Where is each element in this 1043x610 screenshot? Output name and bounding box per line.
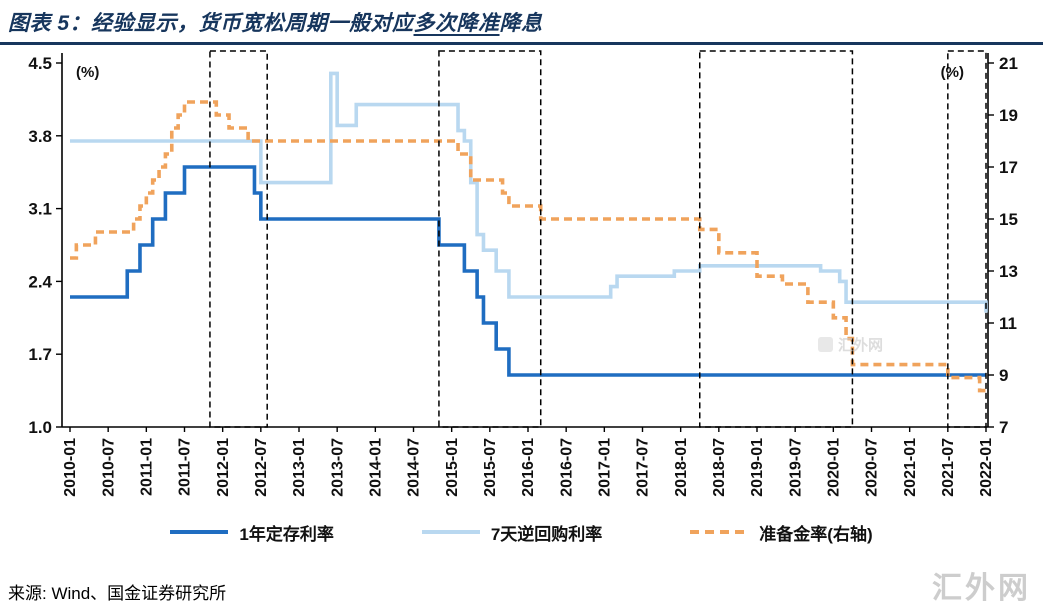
easing-period-box-4 — [947, 50, 987, 428]
x-tick-label: 2013-07 — [329, 438, 346, 497]
x-tick-label: 2022-01 — [978, 438, 995, 497]
chart-title: 图表 5：经验显示，货币宽松周期一般对应多次降准降息 — [0, 0, 1043, 42]
series-line-1 — [70, 165, 986, 377]
legend-item-2: 7天逆回购利率 — [421, 520, 603, 545]
x-tick-label: 2011-07 — [177, 438, 194, 496]
x-tick-label: 2019-07 — [787, 438, 804, 497]
legend-label-2: 7天逆回购利率 — [490, 524, 603, 544]
x-tick-label: 2016-07 — [558, 438, 575, 497]
x-tick-label: 2021-01 — [902, 438, 919, 497]
watermark-small: 汇外网 — [838, 336, 883, 354]
y-tick-label-right: 15 — [999, 210, 1018, 229]
y-tick-label-right: 13 — [999, 262, 1018, 281]
y-tick-label-left: 3.1 — [28, 200, 52, 219]
left-axis-unit-label: (%) — [76, 64, 99, 81]
legend-label-3: 准备金率(右轴) — [759, 524, 873, 544]
legend-item-3: 准备金率(右轴) — [690, 520, 873, 545]
series-line-3 — [70, 100, 986, 393]
chart-canvas: 4.5 3.8 3.1 2.4 1.7 1.0 21 19 17 15 13 11 9 7 (%) (%) 20… — [28, 50, 1018, 497]
y-tick-label-right: 9 — [999, 366, 1008, 385]
y-tick-label-left: 2.4 — [28, 272, 52, 291]
right-axis-unit-label: (%) — [941, 64, 964, 81]
y-tick-label-left: 1.7 — [28, 345, 52, 364]
x-tick-label: 2017-07 — [635, 438, 652, 497]
x-tick-label: 2020-07 — [864, 438, 881, 497]
x-tick-label: 2010-01 — [62, 438, 79, 497]
x-tick-label: 2019-01 — [749, 438, 766, 497]
x-tick-label: 2018-07 — [711, 438, 728, 497]
watermark: 汇外网 — [932, 572, 1031, 605]
y-tick-label-right: 7 — [999, 418, 1008, 437]
title-divider — [0, 42, 1043, 45]
x-tick-label: 2011-01 — [138, 438, 155, 496]
series-line-2 — [70, 71, 988, 313]
legend-swatch-2 — [421, 530, 480, 534]
source-note: 来源: Wind、国金证券研究所 — [8, 584, 227, 603]
chart-title-underlined: 多次降准 — [413, 12, 500, 35]
footer: 来源: Wind、国金证券研究所 汇外网 — [0, 549, 1043, 610]
x-tick-label: 2016-01 — [520, 438, 537, 497]
legend-label-1: 1年定存利率 — [239, 524, 334, 544]
y-tick-label-right: 19 — [999, 106, 1018, 125]
legend: 1年定存利率 7天逆回购利率 准备金率(右轴) — [0, 515, 1043, 549]
x-tick-label: 2012-01 — [215, 438, 232, 497]
chart-title-prefix: 图表 5：经验显示，货币宽松周期一般对应 — [8, 12, 414, 35]
x-tick-label: 2014-07 — [406, 438, 423, 497]
x-tick-label: 2012-07 — [253, 438, 270, 497]
y-tick-label-left: 3.8 — [28, 127, 52, 146]
chart-title-suffix: 降息 — [499, 12, 543, 35]
easing-period-box-2 — [438, 50, 542, 428]
x-tick-label: 2017-01 — [596, 438, 613, 497]
x-tick-label: 2020-01 — [825, 438, 842, 497]
y-tick-label-right: 21 — [999, 54, 1018, 73]
y-tick-label-right: 11 — [999, 314, 1017, 333]
x-tick-label: 2014-01 — [367, 438, 384, 497]
y-tick-label-right: 17 — [999, 158, 1018, 177]
watermark-small-icon — [818, 337, 833, 352]
y-tick-label-left: 1.0 — [28, 418, 52, 437]
x-tick-label: 2018-01 — [673, 438, 690, 497]
easing-period-box-3 — [699, 50, 854, 428]
legend-item-1: 1年定存利率 — [170, 520, 334, 545]
y-tick-label-left: 4.5 — [28, 54, 52, 73]
x-tick-label: 2015-01 — [444, 438, 461, 497]
x-tick-label: 2013-01 — [291, 438, 308, 497]
legend-swatch-3 — [690, 530, 749, 534]
easing-period-box-1 — [209, 50, 268, 428]
x-tick-label: 2010-07 — [100, 438, 117, 497]
x-tick-label: 2021-07 — [940, 438, 957, 497]
legend-swatch-1 — [170, 530, 229, 534]
x-tick-label: 2015-07 — [482, 438, 499, 497]
